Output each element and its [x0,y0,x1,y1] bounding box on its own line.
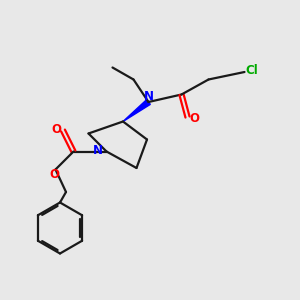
Text: N: N [93,143,103,157]
Text: O: O [51,122,62,136]
Polygon shape [123,100,150,122]
Text: Cl: Cl [245,64,258,77]
Text: O: O [49,168,59,182]
Text: O: O [189,112,199,125]
Text: N: N [143,90,154,103]
